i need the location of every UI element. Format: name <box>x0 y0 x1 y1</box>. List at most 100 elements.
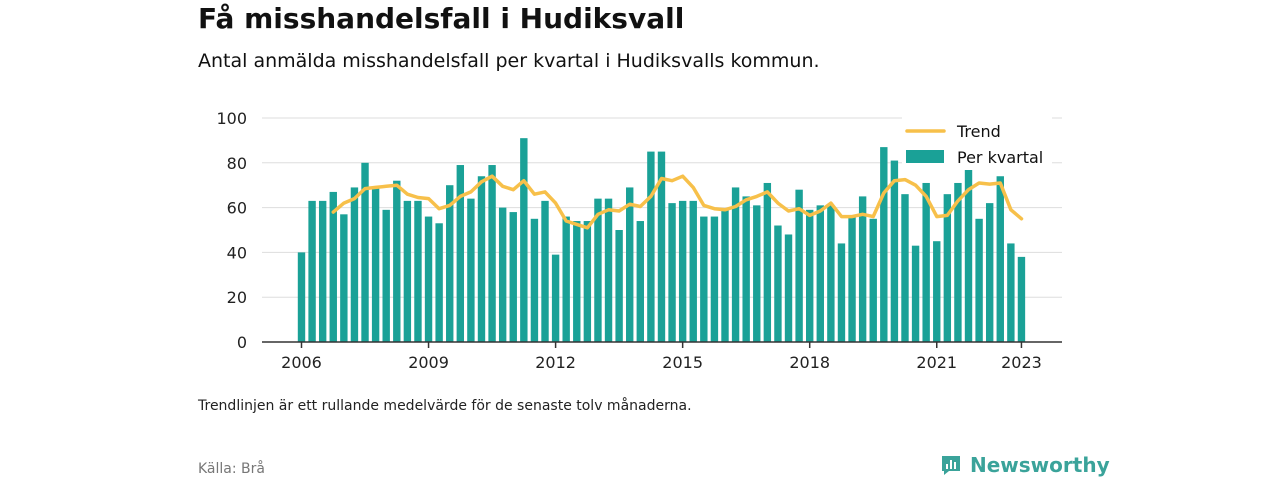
bar <box>996 176 1004 342</box>
bar <box>382 209 390 342</box>
bar <box>1007 243 1015 342</box>
bars <box>297 138 1026 342</box>
brand-name: Newsworthy <box>970 453 1110 477</box>
bar <box>742 196 750 342</box>
y-axis-tick-labels: 0 20 40 60 80 100 <box>216 109 247 352</box>
bar <box>763 182 772 342</box>
bar <box>340 214 348 342</box>
trend-line-layer <box>331 174 1024 230</box>
newsworthy-logo[interactable]: Newsworthy <box>940 451 1110 479</box>
bar <box>604 198 613 342</box>
bar <box>551 254 560 342</box>
bar <box>1017 256 1026 342</box>
bar <box>975 218 983 342</box>
bar <box>816 205 824 342</box>
x-tick-label: 2012 <box>535 353 576 372</box>
trend-note: Trendlinjen är ett rullande medelvärde f… <box>198 398 692 414</box>
x-tick-label: 2021 <box>916 353 957 372</box>
x-tick-label: 2023 <box>1001 353 1042 372</box>
bar <box>806 209 814 342</box>
legend: Trend Per kvartal <box>902 116 1052 170</box>
bar <box>573 221 581 342</box>
bar <box>403 200 412 342</box>
bar <box>414 200 422 342</box>
bar <box>297 252 306 342</box>
bar <box>933 241 941 342</box>
bar <box>350 187 359 342</box>
bar <box>509 212 517 342</box>
bar <box>520 138 528 342</box>
bar <box>435 223 443 342</box>
x-axis-tick-labels: 2006 2009 2012 2015 2018 2021 2023 <box>281 353 1042 372</box>
bar <box>361 162 369 342</box>
bar <box>308 200 316 342</box>
logo-bar-2 <box>950 460 952 469</box>
bar <box>848 216 856 342</box>
bar <box>700 216 708 342</box>
bar <box>530 218 539 342</box>
logo-bar-3 <box>954 462 956 469</box>
bar <box>858 196 867 342</box>
legend-bar-swatch <box>906 150 944 163</box>
bar <box>594 198 602 342</box>
legend-trend-label: Trend <box>956 122 1001 141</box>
bar <box>562 216 570 342</box>
bar <box>901 194 909 342</box>
bar <box>710 216 719 342</box>
bar <box>615 230 623 342</box>
y-tick-label: 0 <box>237 333 247 352</box>
y-tick-label: 80 <box>227 154 247 173</box>
bar <box>795 189 803 342</box>
y-tick-label: 20 <box>227 288 247 307</box>
chart: 0 20 40 60 80 100 2006 2009 2012 2015 2018 2021 202… <box>216 109 1062 372</box>
bar <box>827 205 835 342</box>
bar <box>678 200 687 342</box>
bar-chart-bubble-icon <box>942 456 960 475</box>
bar <box>657 151 666 342</box>
bar <box>985 203 994 342</box>
bar <box>541 200 549 342</box>
bar <box>424 216 433 342</box>
x-tick-label: 2006 <box>281 353 322 372</box>
bar <box>477 176 486 342</box>
logo-bar-1 <box>946 464 948 469</box>
source-label: Källa: Brå <box>198 461 265 477</box>
y-tick-label: 60 <box>227 199 247 218</box>
bar <box>647 151 655 342</box>
bar <box>636 221 644 342</box>
bar <box>456 165 465 342</box>
bar <box>498 207 507 342</box>
x-tick-label: 2015 <box>662 353 703 372</box>
bar <box>318 200 327 342</box>
bar <box>964 138 973 342</box>
bar <box>467 198 475 342</box>
y-tick-label: 40 <box>227 243 247 262</box>
bar <box>869 218 877 342</box>
legend-bar-label: Per kvartal <box>957 148 1043 167</box>
bar <box>774 225 782 342</box>
bar <box>583 221 592 342</box>
bar <box>753 205 761 342</box>
bar <box>393 180 401 342</box>
bar <box>668 203 676 342</box>
bar <box>371 187 380 342</box>
bar <box>890 160 899 342</box>
bar <box>329 191 337 342</box>
bar <box>731 187 740 342</box>
bar <box>784 234 793 342</box>
chart-subtitle: Antal anmälda misshandelsfall per kvarta… <box>198 50 820 72</box>
bar <box>721 209 729 342</box>
bar <box>922 182 930 342</box>
bar <box>880 147 888 342</box>
bar <box>911 245 920 342</box>
bar <box>954 182 962 342</box>
bar <box>689 200 697 342</box>
chart-title: Få misshandelsfall i Hudiksvall <box>198 2 685 35</box>
bar <box>488 165 496 342</box>
y-tick-label: 100 <box>216 109 247 128</box>
x-axis <box>262 341 1062 348</box>
bar <box>626 187 634 342</box>
bar <box>837 243 846 342</box>
trend-line <box>331 174 1024 230</box>
bar <box>446 185 454 342</box>
